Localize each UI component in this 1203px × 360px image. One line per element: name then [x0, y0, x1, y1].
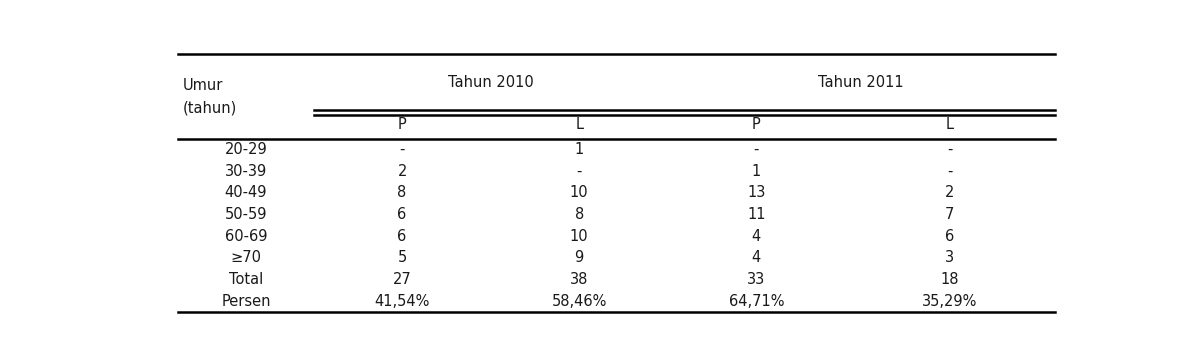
Text: P: P	[398, 117, 407, 132]
Text: L: L	[946, 117, 954, 132]
Text: Umur
(tahun): Umur (tahun)	[183, 78, 237, 115]
Text: -: -	[947, 142, 953, 157]
Text: 6: 6	[397, 207, 407, 222]
Text: -: -	[754, 142, 759, 157]
Text: 30-39: 30-39	[225, 164, 267, 179]
Text: 50-59: 50-59	[225, 207, 267, 222]
Text: 1: 1	[752, 164, 761, 179]
Text: 41,54%: 41,54%	[374, 294, 429, 309]
Text: 38: 38	[570, 272, 588, 287]
Text: 27: 27	[392, 272, 411, 287]
Text: Tahun 2011: Tahun 2011	[818, 75, 905, 90]
Text: Persen: Persen	[221, 294, 271, 309]
Text: -: -	[576, 164, 582, 179]
Text: 58,46%: 58,46%	[551, 294, 608, 309]
Text: 11: 11	[747, 207, 765, 222]
Text: 9: 9	[575, 251, 583, 265]
Text: 33: 33	[747, 272, 765, 287]
Text: Total: Total	[229, 272, 263, 287]
Text: 20-29: 20-29	[225, 142, 267, 157]
Text: 7: 7	[946, 207, 954, 222]
Text: 3: 3	[946, 251, 954, 265]
Text: 2: 2	[397, 164, 407, 179]
Text: 64,71%: 64,71%	[729, 294, 784, 309]
Text: 6: 6	[946, 229, 954, 244]
Text: 10: 10	[570, 229, 588, 244]
Text: -: -	[399, 142, 404, 157]
Text: 1: 1	[575, 142, 583, 157]
Text: 4: 4	[752, 229, 761, 244]
Text: 35,29%: 35,29%	[923, 294, 978, 309]
Text: 2: 2	[946, 185, 954, 201]
Text: Tahun 2010: Tahun 2010	[448, 75, 534, 90]
Text: P: P	[752, 117, 760, 132]
Text: 8: 8	[575, 207, 583, 222]
Text: 6: 6	[397, 229, 407, 244]
Text: L: L	[575, 117, 583, 132]
Text: 5: 5	[397, 251, 407, 265]
Text: 13: 13	[747, 185, 765, 201]
Text: -: -	[947, 164, 953, 179]
Text: 40-49: 40-49	[225, 185, 267, 201]
Text: 18: 18	[941, 272, 959, 287]
Text: ≥70: ≥70	[231, 251, 261, 265]
Text: 8: 8	[397, 185, 407, 201]
Text: 10: 10	[570, 185, 588, 201]
Text: 60-69: 60-69	[225, 229, 267, 244]
Text: 4: 4	[752, 251, 761, 265]
